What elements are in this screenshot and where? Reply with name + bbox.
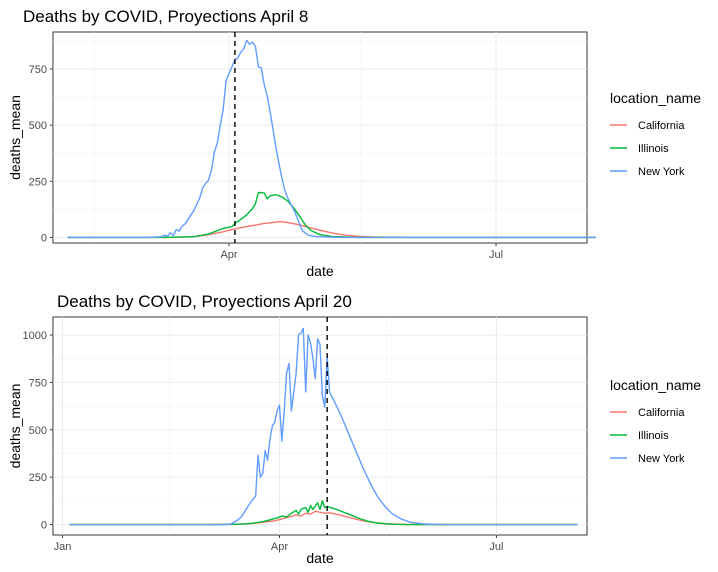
chart-2-series-lines [69, 327, 578, 526]
y-tick-label: 1000 [23, 330, 47, 342]
series-line-new-york [69, 327, 578, 526]
chart-1-legend-title: location_name [610, 90, 701, 106]
legend-label-new-york: New York [638, 166, 685, 178]
chart-1-series-lines [67, 39, 596, 239]
x-tick-label: Jul [489, 249, 503, 261]
legend-label-california: California [638, 120, 685, 132]
chart-2-y-axis: 0 250 500 750 1000 [23, 330, 53, 532]
chart-1-legend: location_name California Illinois New York [610, 90, 701, 178]
y-tick-label: 250 [29, 472, 47, 484]
chart-april-20: Deaths by COVID, Proyections April 20 0 2… [7, 292, 701, 566]
chart-2-legend: location_name California Illinois New York [610, 377, 701, 465]
legend-label-california: California [638, 407, 685, 419]
x-tick-label: Jan [54, 541, 72, 553]
chart-2-y-axis-title: deaths_mean [7, 384, 23, 469]
y-tick-label: 750 [29, 377, 47, 389]
chart-2-title: Deaths by COVID, Proyections April 20 [57, 292, 352, 311]
y-tick-label: 0 [41, 232, 47, 244]
chart-2-legend-title: location_name [610, 377, 701, 393]
chart-1-x-axis-title: date [306, 263, 333, 279]
legend-label-new-york: New York [638, 453, 685, 465]
legend-label-illinois: Illinois [638, 430, 669, 442]
series-line-illinois [67, 191, 596, 239]
y-tick-label: 750 [29, 64, 47, 76]
series-line-illinois [69, 500, 578, 526]
x-tick-label: Apr [271, 541, 288, 553]
chart-1-y-axis-title: deaths_mean [7, 95, 23, 180]
chart-1-panel [52, 31, 588, 244]
y-tick-label: 250 [29, 176, 47, 188]
y-tick-label: 500 [29, 425, 47, 437]
chart-1-title: Deaths by COVID, Proyections April 8 [23, 7, 308, 26]
x-tick-label: Jul [489, 541, 503, 553]
series-line-new-york [67, 39, 596, 239]
chart-april-8: Deaths by COVID, Proyections April 8 0 25… [7, 7, 701, 279]
chart-2-x-axis-title: date [306, 550, 333, 566]
x-tick-label: Apr [220, 249, 237, 261]
chart-2-x-axis: Jan Apr Jul [54, 535, 503, 553]
chart-1-y-axis: 0 250 500 750 [29, 64, 53, 244]
y-tick-label: 500 [29, 120, 47, 132]
chart-1-x-axis: Apr Jul [220, 243, 503, 261]
y-tick-label: 0 [41, 520, 47, 532]
legend-label-illinois: Illinois [638, 143, 669, 155]
